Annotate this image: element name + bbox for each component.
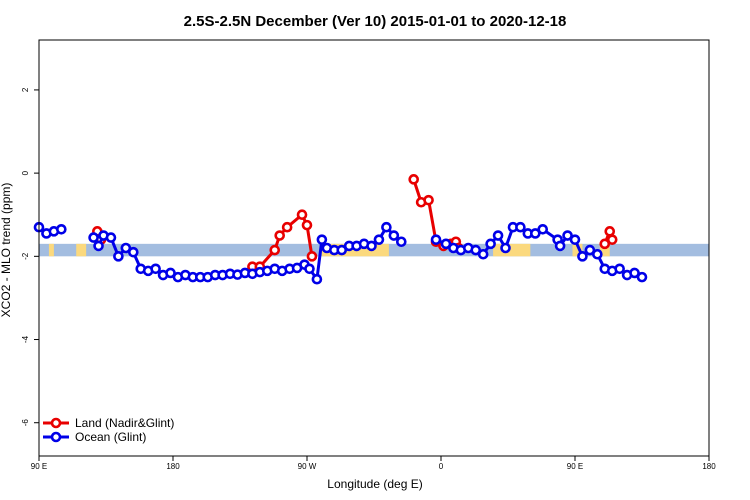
x-tick-label: 180: [702, 462, 716, 471]
data-point: [440, 238, 452, 250]
legend-label: Ocean (Glint): [75, 430, 146, 444]
data-point: [93, 240, 104, 252]
data-point: [423, 194, 434, 206]
data-point: [269, 244, 281, 256]
data-point: [500, 242, 511, 254]
y-tick-label: -6: [21, 419, 30, 427]
data-point: [373, 234, 385, 245]
data-point: [629, 267, 640, 279]
data-point: [477, 248, 489, 260]
data-point: [281, 221, 293, 233]
y-tick-label: 2: [21, 87, 30, 92]
x-axis: 90 E 180 90 W 0 90 E 180: [31, 456, 716, 471]
data-point: [316, 234, 328, 245]
legend-marker: [50, 431, 62, 443]
data-point: [366, 240, 377, 252]
data-point: [105, 232, 117, 243]
data-point: [304, 263, 315, 275]
data-point: [562, 230, 573, 241]
data-point: [554, 240, 566, 252]
y-axis: 2 0 -2 -4 -6: [21, 87, 39, 426]
data-point: [306, 251, 318, 262]
plot-frame: [38, 39, 710, 457]
y-tick-label: -2: [21, 252, 30, 260]
y-axis-label: XCO2 - MLO trend (ppm): [0, 183, 13, 318]
data-point: [492, 230, 504, 241]
data-point: [311, 273, 323, 285]
data-point: [165, 267, 176, 279]
data-point: [537, 223, 549, 235]
data-point: [606, 234, 618, 245]
data-point: [120, 242, 132, 254]
land-strip: [599, 243, 610, 257]
legend-label: Land (Nadir&Glint): [75, 416, 174, 430]
series-land: [92, 174, 618, 273]
x-tick-label: 90 W: [298, 462, 317, 471]
data-point: [577, 251, 588, 262]
legend-item: Land (Nadir&Glint): [43, 416, 174, 430]
data-point: [150, 263, 161, 275]
data-point: [529, 228, 541, 239]
land-strip: [572, 243, 583, 257]
legend-marker: [50, 417, 62, 429]
x-tick-label: 90 E: [31, 462, 47, 471]
data-point: [408, 174, 420, 185]
data-point: [592, 248, 603, 260]
y-tick-label: -4: [21, 335, 30, 343]
data-point: [470, 244, 482, 256]
data-point: [569, 234, 581, 245]
x-tick-label: 180: [166, 462, 180, 471]
data-point: [296, 209, 308, 221]
data-point: [395, 236, 407, 248]
data-point: [113, 251, 124, 262]
data-point: [430, 234, 442, 245]
data-point: [381, 221, 392, 233]
series-ocean: [33, 221, 648, 285]
data-point: [388, 230, 400, 241]
data-point: [88, 232, 99, 243]
data-point: [614, 263, 625, 275]
data-point: [485, 238, 496, 250]
data-point: [604, 226, 616, 237]
y-tick-label: 0: [21, 170, 30, 175]
x-axis-label: Longitude (deg E): [327, 477, 422, 491]
data-point: [584, 244, 596, 256]
land-strip: [493, 243, 531, 257]
land-strip: [76, 243, 87, 257]
data-point: [56, 223, 67, 235]
legend: Land (Nadir&Glint)Ocean (Glint): [43, 416, 174, 444]
data-point: [636, 271, 648, 283]
data-point: [515, 221, 526, 233]
data-point: [336, 244, 348, 256]
data-point: [301, 219, 313, 231]
x-tick-label: 90 E: [567, 462, 583, 471]
legend-item: Ocean (Glint): [43, 430, 146, 444]
x-tick-label: 0: [439, 462, 444, 471]
data-point: [599, 238, 611, 250]
data-point: [274, 230, 286, 241]
land-strip: [48, 243, 54, 257]
chart-title: 2.5S-2.5N December (Ver 10) 2015-01-01 t…: [184, 13, 567, 30]
data-point: [127, 246, 139, 258]
series-layer: [33, 174, 648, 285]
